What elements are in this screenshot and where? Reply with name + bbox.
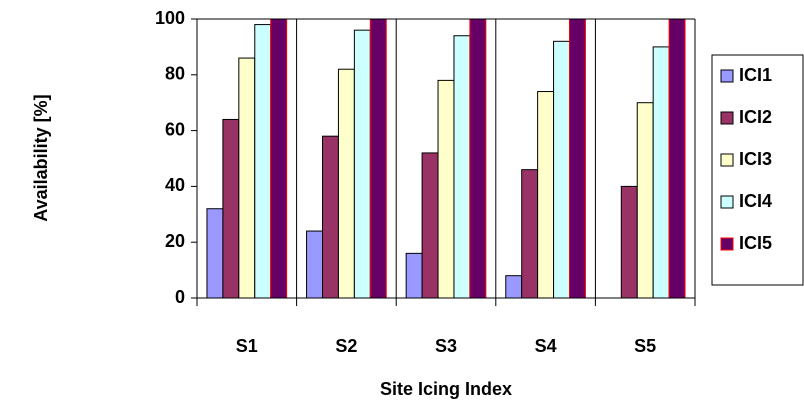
bar [321,135,339,299]
bar [469,18,487,299]
y-tick-label: 60 [165,119,185,139]
bar [453,35,471,299]
bar [437,79,455,299]
bar [505,275,523,299]
bar [254,24,272,299]
y-axis-title: Availability [%] [31,94,51,221]
x-tick-label: S5 [634,336,656,356]
x-axis-title: Site Icing Index [380,379,512,399]
x-tick-label: S2 [335,336,357,356]
bar [569,18,586,299]
bar [353,29,371,299]
y-tick-label: 20 [165,231,185,251]
bar [636,102,654,299]
legend-label: ICI1 [739,65,772,85]
bar [270,18,288,299]
bar [537,91,555,299]
legend-swatch [720,237,734,251]
legend-label: ICI2 [739,107,772,127]
bar [652,46,670,299]
bar [421,152,439,299]
legend-label: ICI3 [739,149,772,169]
y-tick-label: 40 [165,175,185,195]
legend-swatch [720,111,734,125]
bar [369,18,387,299]
bar [306,230,323,299]
legend-swatch [720,69,734,83]
y-tick-label: 80 [165,64,185,84]
legend-swatch [720,153,734,167]
bar [222,118,240,299]
bar [337,68,355,299]
legend-label: ICI5 [739,233,772,253]
bar [553,40,571,299]
x-tick-label: S1 [236,336,258,356]
y-tick-label: 100 [155,8,185,28]
bar [620,185,638,299]
bar [238,57,256,299]
y-tick-label: 0 [175,287,185,307]
bar [668,18,686,299]
bar [521,169,539,299]
bar [206,208,224,299]
x-tick-label: S4 [535,336,557,356]
bar [405,252,423,299]
x-tick-label: S3 [435,336,457,356]
legend-label: ICI4 [739,191,772,211]
legend-swatch [720,195,734,209]
